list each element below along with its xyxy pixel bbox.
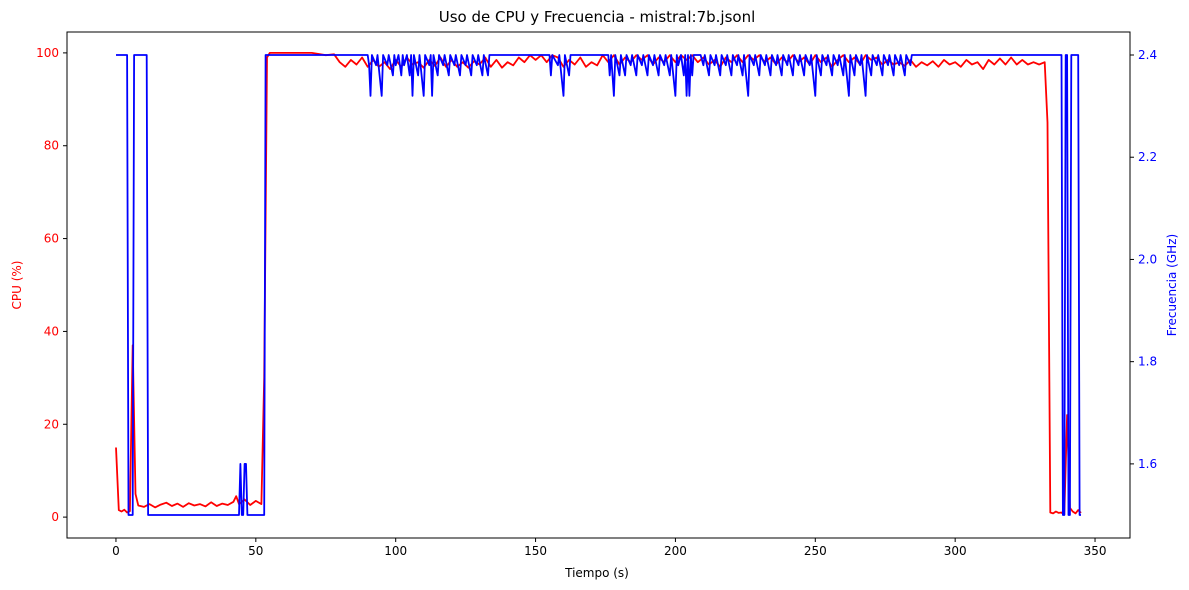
y-right-axis-ticks: 1.6 1.8 2.0 2.2 2.4	[1130, 48, 1157, 471]
y-left-tick-label: 0	[51, 510, 59, 524]
y-left-axis-label: CPU (%)	[10, 261, 24, 310]
x-tick-label: 100	[384, 544, 407, 558]
y-right-tick-label: 2.2	[1138, 150, 1157, 164]
chart-title: Uso de CPU y Frecuencia - mistral:7b.jso…	[439, 8, 756, 26]
y-left-tick-label: 40	[44, 324, 59, 338]
series-layer	[115, 52, 1082, 516]
y-right-tick-label: 2.0	[1138, 252, 1157, 266]
frequency-series-line	[116, 54, 1081, 516]
y-left-tick-label: 20	[44, 417, 59, 431]
x-axis-ticks: 0 50 100 150 200 250 300 350	[112, 538, 1106, 558]
y-left-tick-label: 60	[44, 232, 59, 246]
y-left-tick-label: 80	[44, 139, 59, 153]
x-tick-label: 0	[112, 544, 120, 558]
y-right-axis-label: Frecuencia (GHz)	[1165, 234, 1179, 336]
x-tick-label: 150	[524, 544, 547, 558]
plot-frame	[66, 31, 1131, 539]
x-tick-label: 50	[248, 544, 263, 558]
x-tick-label: 350	[1084, 544, 1107, 558]
y-right-tick-label: 1.8	[1138, 355, 1157, 369]
y-right-tick-label: 2.4	[1138, 48, 1157, 62]
y-left-axis-ticks: 0 20 40 60 80 100	[36, 46, 67, 524]
x-tick-label: 300	[944, 544, 967, 558]
x-tick-label: 200	[664, 544, 687, 558]
y-left-tick-label: 100	[36, 46, 59, 60]
x-axis-label: Tiempo (s)	[564, 566, 629, 580]
x-tick-label: 250	[804, 544, 827, 558]
y-right-tick-label: 1.6	[1138, 457, 1157, 471]
